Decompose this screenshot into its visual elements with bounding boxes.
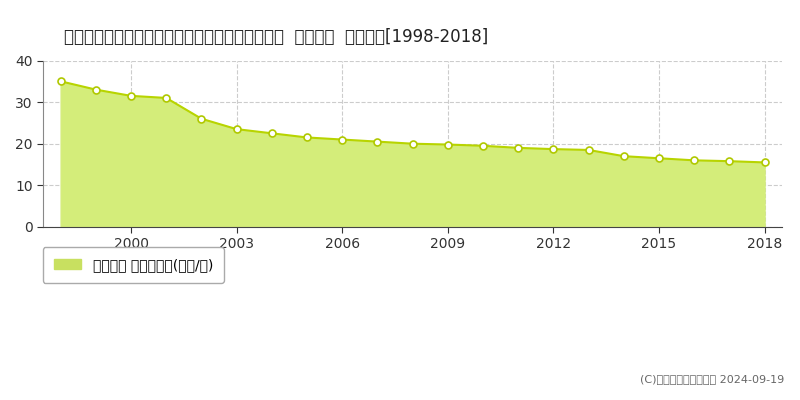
- Text: (C)土地価格ドットコム 2024-09-19: (C)土地価格ドットコム 2024-09-19: [640, 374, 784, 384]
- Legend: 公示地価 平均坪単価(万円/坪): 公示地価 平均坪単価(万円/坪): [42, 247, 224, 283]
- Text: 愛知県知多郡武豊町大字東大高字北浜田１６番外  公示地価  地価推移[1998-2018]: 愛知県知多郡武豊町大字東大高字北浜田１６番外 公示地価 地価推移[1998-20…: [64, 28, 488, 46]
